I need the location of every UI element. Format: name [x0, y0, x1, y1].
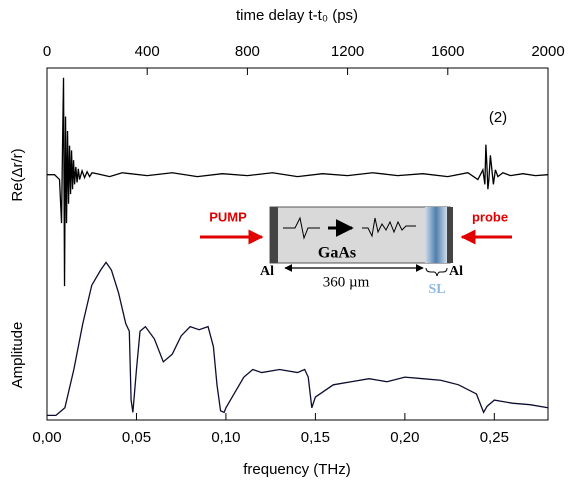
data-line: [47, 77, 549, 287]
x-tick-label: 1600: [431, 43, 464, 60]
plot-frame: [46, 67, 549, 421]
y-axis-label: Amplitude: [9, 322, 26, 389]
pulse-sketch: [283, 216, 320, 240]
echo-sketch: [362, 217, 416, 238]
layer-label: SL: [428, 282, 445, 297]
superlattice: [425, 207, 447, 263]
pump-label: PUMP: [209, 209, 247, 224]
contact: [447, 207, 453, 263]
contact-label: Al: [449, 264, 463, 279]
x-tick-label: 0,10: [211, 429, 240, 446]
inset: PUMP probe GaAs Al Al 360 µm SL: [200, 206, 512, 297]
x-tick-label: 0,05: [122, 429, 151, 446]
x-tick-label: 0: [43, 43, 51, 60]
x-tick-label: 0,15: [301, 429, 330, 446]
y-axis-label: Re(Δr/r): [9, 148, 26, 201]
sl-brace: [425, 267, 448, 277]
bottom-axis-label: frequency (THz): [243, 461, 351, 478]
x-tick-label: 0,25: [480, 429, 509, 446]
x-tick-label: 0,20: [390, 429, 419, 446]
contact-label: Al: [260, 264, 274, 279]
data-line: [47, 261, 549, 417]
probe-label: probe: [472, 209, 508, 224]
x-tick-label: 1200: [331, 43, 364, 60]
x-tick-label: 0,00: [32, 429, 61, 446]
x-tick-label: 2000: [531, 43, 564, 60]
contact: [270, 207, 278, 263]
x-tick-label: 400: [135, 43, 160, 60]
sample: [269, 206, 451, 264]
x-tick-label: 800: [235, 43, 260, 60]
material-label: GaAs: [318, 245, 356, 262]
top-axis-label: time delay t-t₀ (ps): [236, 7, 358, 24]
thickness-label: 360 µm: [323, 274, 370, 290]
annotation: (2): [489, 109, 507, 126]
